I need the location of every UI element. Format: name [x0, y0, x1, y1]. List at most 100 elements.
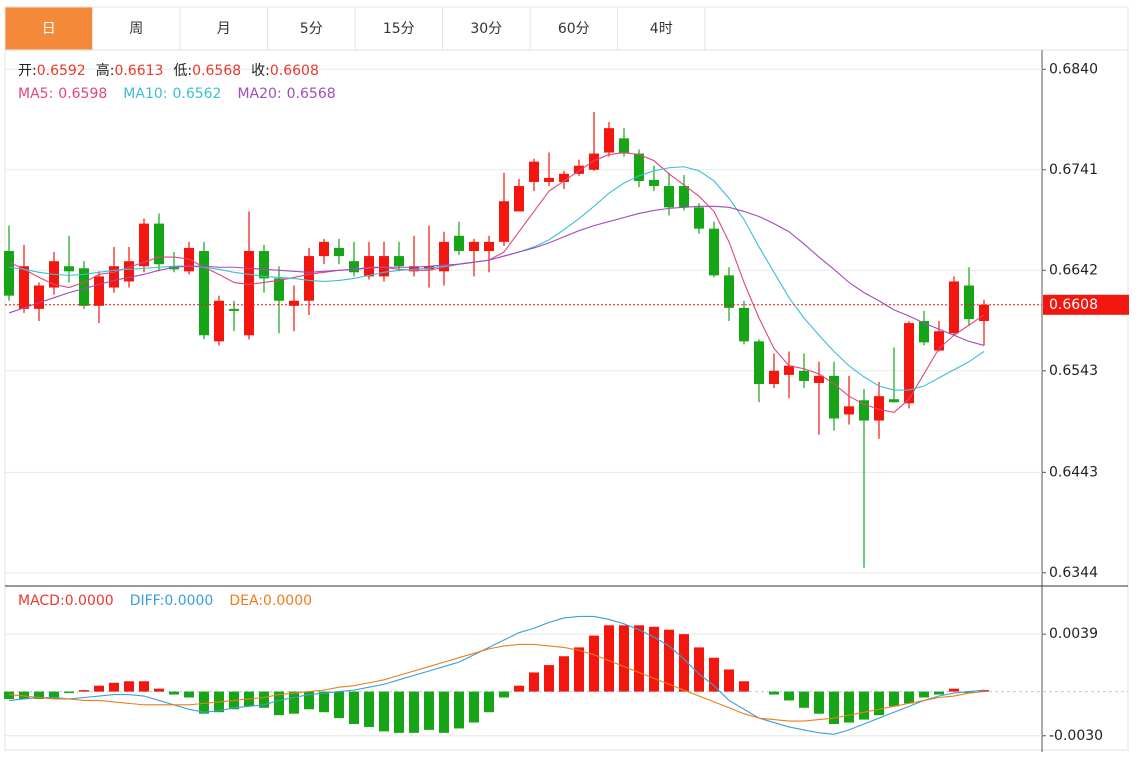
macd-bar — [94, 685, 104, 692]
tab[interactable] — [92, 6, 181, 51]
tab[interactable] — [617, 6, 706, 51]
macd-bar — [394, 691, 404, 733]
y-tick-label: 0.6543 — [1049, 363, 1098, 379]
macd-bar — [589, 635, 599, 692]
tab[interactable] — [267, 6, 356, 51]
macd-bar — [379, 691, 389, 732]
candle-body — [709, 228, 719, 276]
candle-body — [559, 173, 569, 182]
tab-label[interactable]: 月 — [217, 21, 231, 37]
macd-bar — [604, 625, 614, 692]
legend-name: MACD: — [18, 593, 65, 609]
candle-body — [364, 256, 374, 277]
tab-label[interactable]: 周 — [129, 21, 143, 37]
macd-bar — [304, 691, 314, 710]
candle-body — [769, 370, 779, 384]
candle-body — [694, 207, 704, 229]
tab-label[interactable]: 60分 — [558, 21, 590, 37]
ohlc-info: 开:0.6592 高:0.6613 低:0.6568 收:0.6608 — [18, 62, 319, 79]
macd-bar — [259, 691, 269, 708]
tab-label[interactable]: 4时 — [650, 21, 673, 37]
macd-bar — [529, 672, 539, 692]
macd-bar — [64, 691, 74, 694]
macd-bar — [484, 691, 494, 713]
candle-body — [274, 278, 284, 301]
marks — [4, 111, 1042, 735]
macd-bar — [739, 681, 749, 692]
macd-bar — [124, 681, 134, 692]
tab[interactable] — [4, 6, 93, 51]
tab[interactable] — [179, 6, 268, 51]
candle-body — [34, 285, 44, 309]
macd-bar — [499, 691, 509, 698]
y-tick-label: 0.0039 — [1049, 626, 1098, 642]
macd-bar — [154, 688, 164, 692]
candle-body — [469, 241, 479, 252]
tab-label[interactable]: 日 — [42, 21, 56, 37]
macd-bar — [289, 691, 299, 714]
macd-bar — [334, 691, 344, 719]
macd-bar — [4, 691, 14, 699]
legend-name: DEA: — [229, 593, 263, 609]
ma-legend: MA5: 0.6598 MA10: 0.6562 MA20: 0.6568 — [18, 86, 336, 102]
candle-body — [244, 251, 254, 336]
candle-body — [79, 268, 89, 306]
candle-body — [529, 161, 539, 182]
info-value: 0.6613 — [114, 63, 163, 79]
candle-body — [199, 251, 209, 336]
candle-body — [799, 370, 809, 381]
candle-body — [499, 201, 509, 242]
candle-body — [334, 247, 344, 257]
macd-bar — [34, 691, 44, 699]
candle-body — [844, 406, 854, 415]
y-tick-label: 0.6642 — [1049, 262, 1098, 278]
macd-bar — [424, 691, 434, 730]
candle-body — [289, 300, 299, 306]
candle-body — [259, 251, 269, 279]
legend-value: 0.0000 — [164, 593, 213, 609]
macd-bar — [19, 691, 29, 699]
candle-body — [919, 321, 929, 343]
macd-bar — [949, 688, 959, 692]
macd-bar — [979, 690, 989, 692]
candle-body — [679, 186, 689, 208]
macd-bar — [409, 691, 419, 733]
candle-body — [439, 241, 449, 272]
candle-body — [109, 266, 119, 288]
tab-label[interactable]: 30分 — [470, 21, 502, 37]
tab[interactable] — [442, 6, 531, 51]
tab-label[interactable]: 5分 — [300, 21, 323, 37]
macd-bar — [49, 691, 59, 699]
candle-body — [574, 165, 584, 174]
y-tick-label: 0.6344 — [1049, 565, 1098, 581]
candle-body — [124, 261, 134, 282]
frame — [4, 6, 1129, 751]
macd-bar — [859, 691, 869, 720]
legend-name: DIFF: — [130, 593, 165, 609]
candle-body — [604, 128, 614, 153]
tab[interactable] — [354, 6, 443, 51]
last-price-tag — [1043, 294, 1129, 315]
y-tick-label: 0.6741 — [1049, 162, 1098, 178]
macd-line — [8, 615, 985, 735]
candle-body — [214, 300, 224, 342]
candle-body — [94, 276, 104, 306]
macd-bar — [904, 691, 914, 704]
candle-body — [949, 281, 959, 334]
candle-body — [979, 304, 989, 322]
candle-body — [19, 266, 29, 309]
candle-body — [349, 261, 359, 273]
candle-body — [859, 400, 869, 421]
macd-bar — [454, 691, 464, 729]
macd-bar — [874, 691, 884, 716]
candle-body — [904, 323, 914, 404]
legend-name: MA20: — [237, 86, 281, 102]
tab-label[interactable]: 15分 — [383, 21, 415, 37]
labels: 0.6840 0.6741 0.6642 0.6543 0.6443 0.6344 0.66… — [18, 61, 1129, 744]
candle-body — [514, 186, 524, 212]
macd-bar — [709, 657, 719, 692]
candle-body — [379, 256, 389, 277]
candle-body — [154, 223, 164, 265]
macd-bar — [319, 691, 329, 713]
